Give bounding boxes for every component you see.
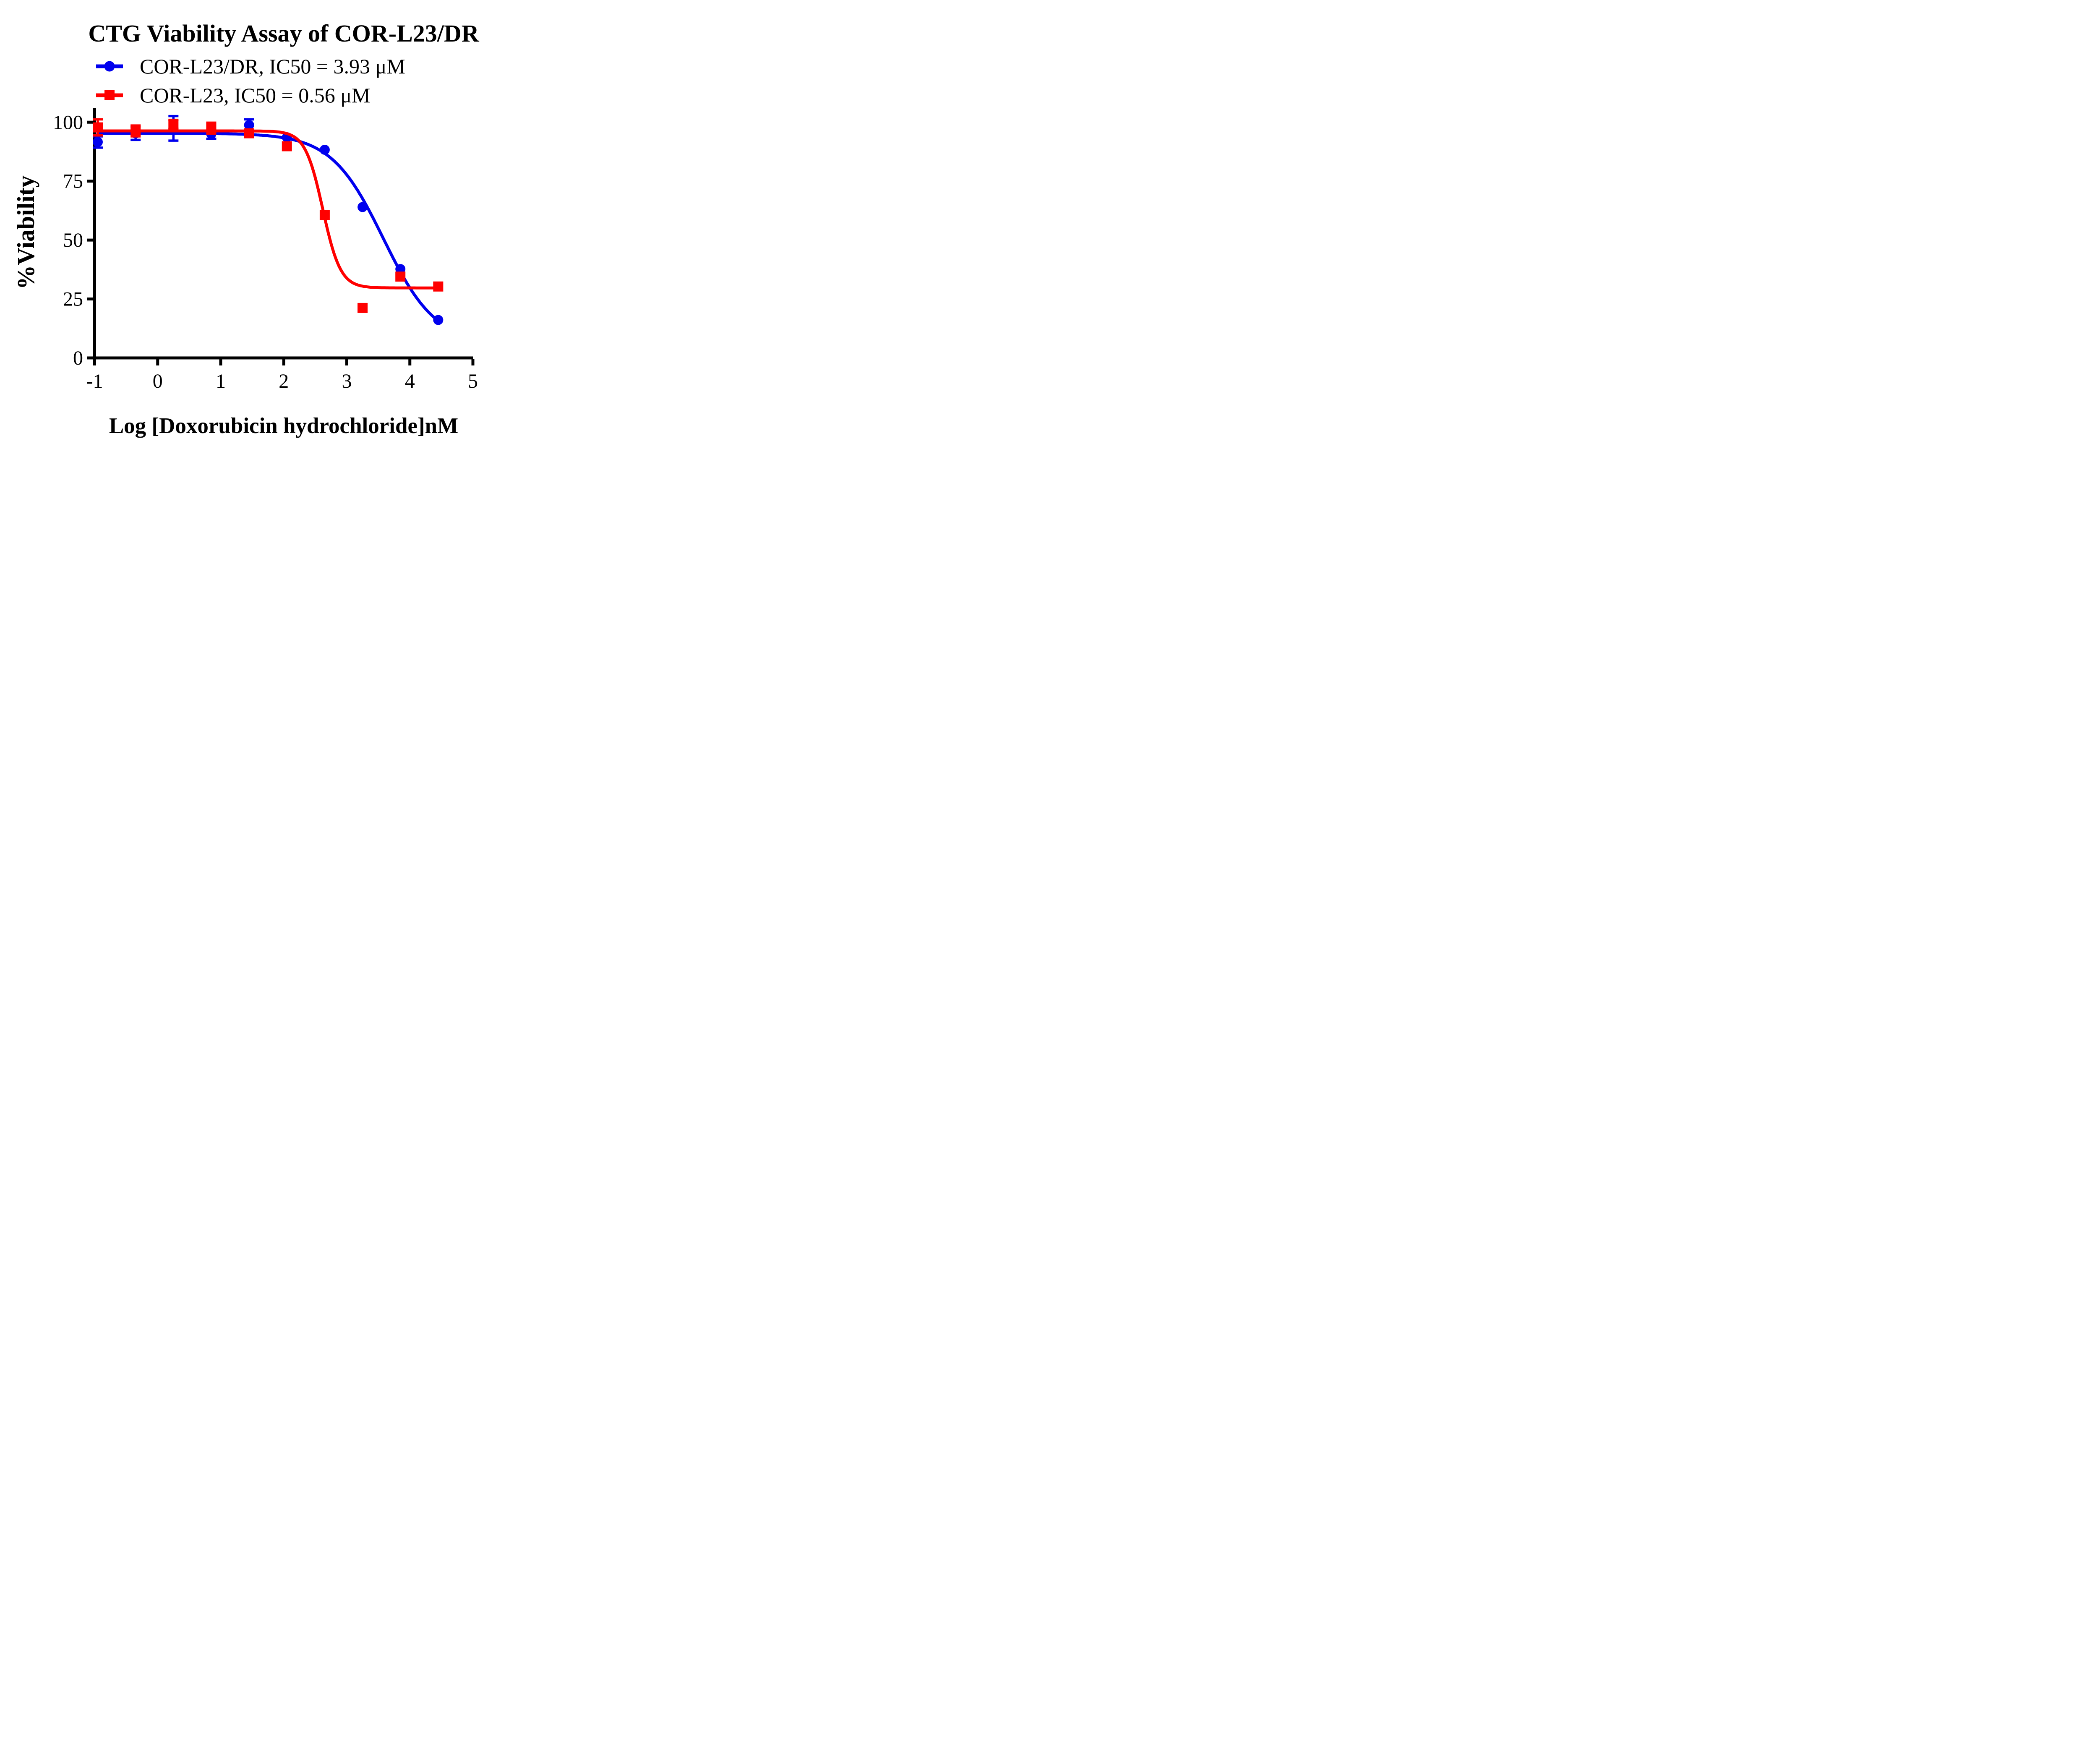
y-tick-label: 75 bbox=[63, 170, 83, 193]
x-tick-label: 2 bbox=[279, 370, 289, 392]
x-tick-label: 4 bbox=[405, 370, 415, 392]
data-point-circle bbox=[433, 315, 444, 325]
data-point-square bbox=[93, 122, 103, 133]
data-point-circle bbox=[357, 202, 368, 212]
data-point-square bbox=[319, 210, 330, 220]
x-tick-label: -1 bbox=[86, 370, 103, 392]
x-tick-label: 3 bbox=[342, 370, 352, 392]
legend-item-cor-l23-dr: COR-L23/DR, IC50 = 3.93 μM bbox=[96, 55, 405, 78]
data-point-square bbox=[206, 123, 217, 133]
data-point-circle bbox=[319, 144, 330, 155]
data-point-square bbox=[130, 126, 141, 136]
fit-curve bbox=[96, 129, 440, 290]
legend: COR-L23/DR, IC50 = 3.93 μM COR-L23, IC50… bbox=[96, 55, 405, 107]
y-tick-label: 0 bbox=[73, 347, 83, 369]
data-point-square bbox=[433, 281, 444, 292]
series-cor-l23 bbox=[93, 118, 444, 313]
legend-item-cor-l23: COR-L23, IC50 = 0.56 μM bbox=[96, 84, 370, 107]
data-series bbox=[93, 115, 444, 325]
chart-canvas: CTG Viability Assay of COR-L23/DR COR-L2… bbox=[12, 20, 480, 438]
legend-label-cor-l23-dr: COR-L23/DR, IC50 = 3.93 μM bbox=[140, 55, 405, 78]
chart-title: CTG Viability Assay of COR-L23/DR bbox=[88, 20, 479, 47]
legend-label-cor-l23: COR-L23, IC50 = 0.56 μM bbox=[140, 84, 370, 107]
y-tick-label: 25 bbox=[63, 288, 83, 311]
x-tick-label: 1 bbox=[216, 370, 226, 392]
y-tick-label: 100 bbox=[53, 111, 83, 133]
x-axis-title: Log [Doxorubicin hydrochloride]nM bbox=[109, 414, 458, 438]
data-point-square bbox=[395, 271, 406, 282]
data-point-circle bbox=[244, 120, 254, 130]
series-cor-l23-dr bbox=[93, 115, 444, 325]
legend-circle-marker-icon bbox=[104, 61, 115, 72]
data-point-square bbox=[244, 128, 254, 138]
fit-curve bbox=[96, 132, 440, 323]
data-point-square bbox=[168, 119, 179, 130]
data-point-square bbox=[357, 303, 368, 313]
y-tick-label: 50 bbox=[63, 229, 83, 251]
y-axis-title: %Viability bbox=[12, 175, 39, 290]
x-tick-label: 5 bbox=[468, 370, 478, 392]
data-point-circle bbox=[93, 137, 103, 147]
x-tick-label: 0 bbox=[153, 370, 163, 392]
data-point-square bbox=[282, 141, 292, 151]
legend-square-marker-icon bbox=[104, 90, 115, 100]
figure: CTG Viability Assay of COR-L23/DR COR-L2… bbox=[0, 0, 526, 441]
